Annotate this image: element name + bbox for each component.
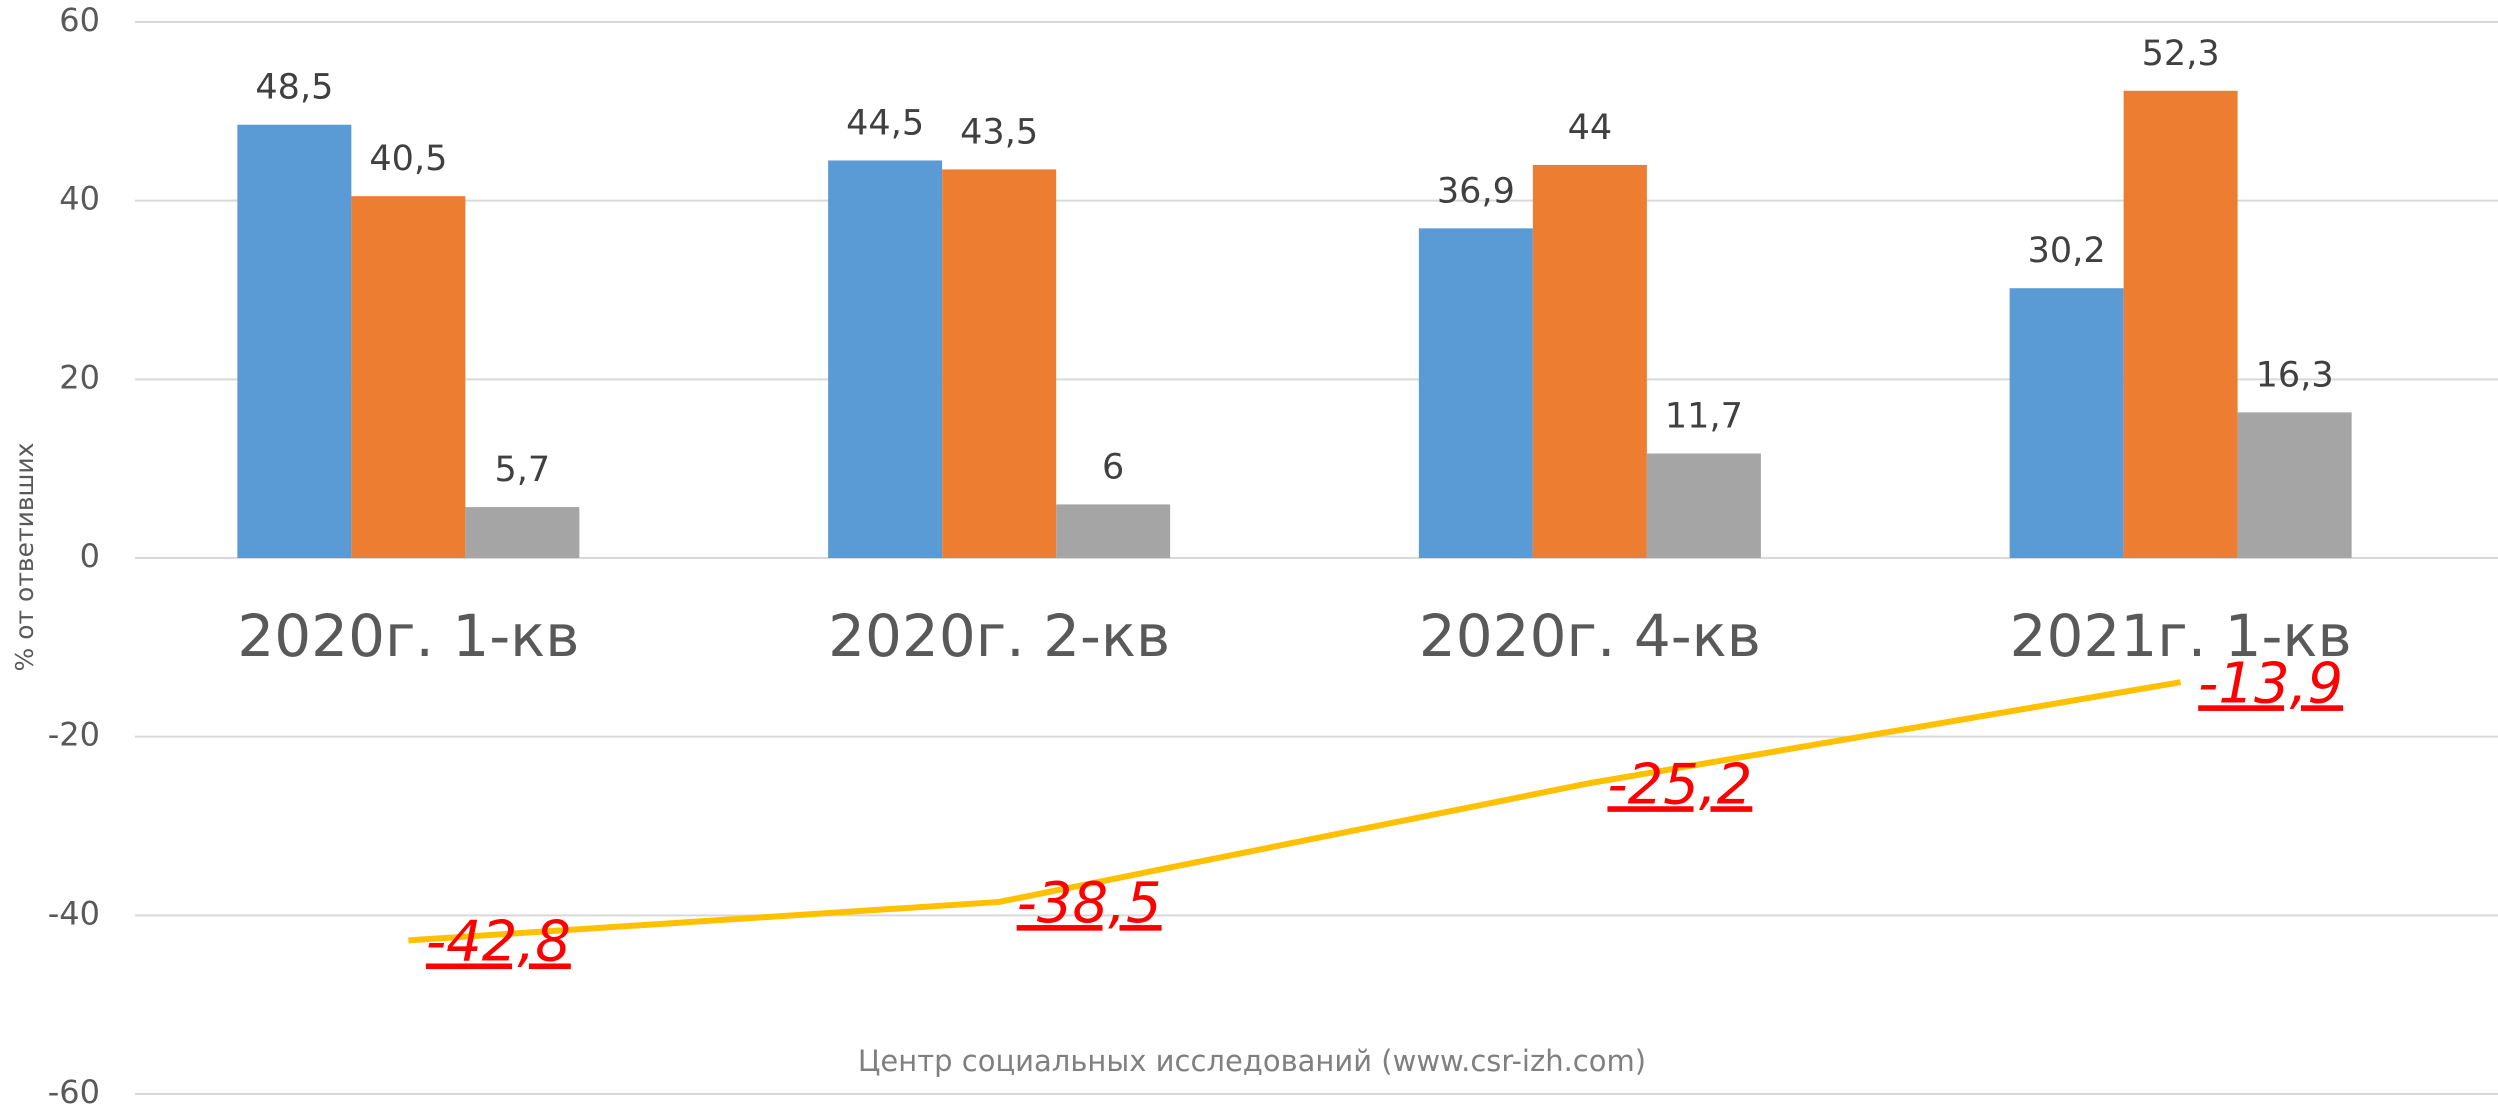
x-tick-label: 2020г. 1-кв — [237, 602, 579, 670]
data-label: 16,3 — [2256, 355, 2334, 395]
bar — [237, 124, 352, 558]
data-label: 36,9 — [1437, 171, 1515, 211]
bar — [1532, 164, 1647, 558]
y-tick-label: -60 — [48, 1073, 100, 1107]
data-label: 5,7 — [495, 450, 551, 490]
data-label: -38,5 — [1017, 871, 1162, 936]
bar — [2123, 90, 2238, 558]
bar — [351, 196, 466, 558]
data-label: 6 — [1102, 447, 1124, 487]
source-note: Центр социальных исследований (www.csr-i… — [858, 1044, 1646, 1078]
y-tick-label: 0 — [80, 537, 100, 575]
data-label: 44,5 — [846, 103, 924, 143]
y-tick-label: 20 — [59, 358, 100, 396]
bar — [2009, 288, 2124, 558]
bar — [1646, 453, 1761, 558]
bar — [1056, 504, 1171, 558]
data-label: -25,2 — [1607, 752, 1752, 817]
y-tick-label: -40 — [48, 894, 100, 932]
x-tick-label: 2020г. 2-кв — [828, 602, 1170, 670]
data-label: 43,5 — [960, 112, 1038, 152]
x-tick-label: 2021г. 1-кв — [2010, 602, 2352, 670]
data-label: 44 — [1568, 108, 1613, 148]
bar — [1418, 228, 1533, 559]
y-axis-title: % от ответивших — [10, 443, 39, 672]
y-tick-label: -20 — [48, 716, 100, 754]
bar — [465, 507, 580, 558]
x-tick-label: 2020г. 4-кв — [1419, 602, 1761, 670]
data-label: 11,7 — [1665, 396, 1743, 436]
data-label: -42,8 — [426, 909, 571, 974]
data-label: 40,5 — [369, 139, 447, 179]
data-label: 52,3 — [2142, 34, 2220, 74]
line-series — [408, 679, 2182, 944]
data-label: -13,9 — [2198, 651, 2343, 716]
bar — [942, 169, 1057, 558]
data-label: 48,5 — [255, 68, 333, 108]
data-label: 30,2 — [2028, 231, 2106, 271]
bar — [2237, 412, 2352, 558]
y-tick-label: 40 — [59, 180, 100, 218]
bar — [828, 160, 943, 558]
y-tick-label: 60 — [59, 1, 100, 39]
